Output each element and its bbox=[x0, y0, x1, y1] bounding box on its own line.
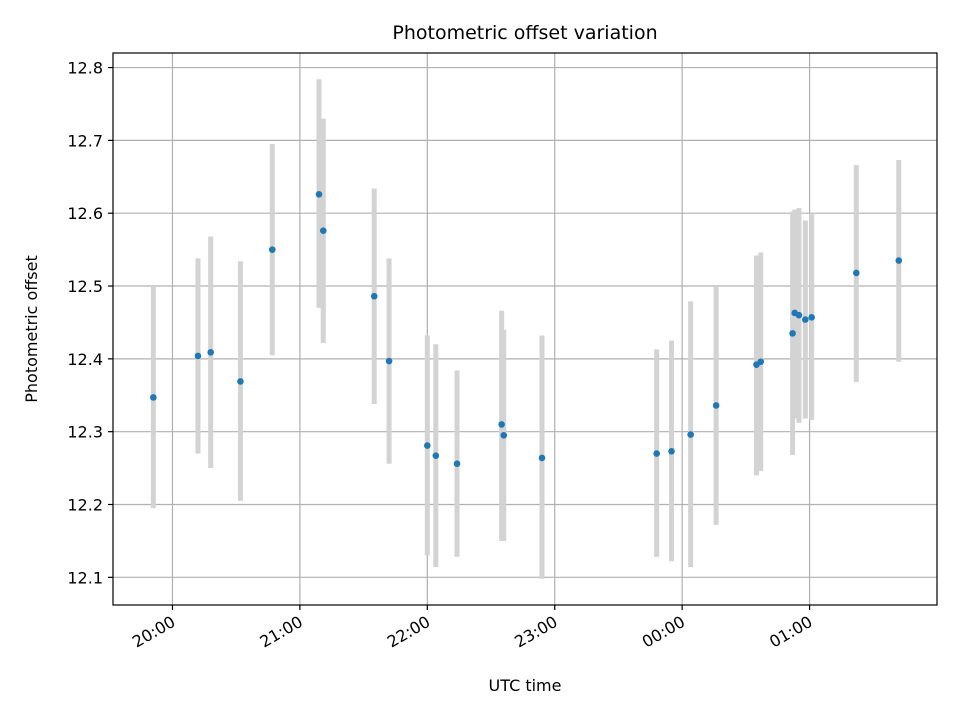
data-point bbox=[795, 311, 803, 319]
y-axis-ticks: 12.1 12.2 12.3 12.4 12.5 12.6 12.7 12.8 bbox=[67, 59, 113, 587]
y-tick-label: 12.6 bbox=[67, 204, 103, 223]
y-tick-label: 12.1 bbox=[67, 568, 103, 587]
y-tick-label: 12.8 bbox=[67, 59, 103, 78]
y-axis-label: Photometric offset bbox=[22, 255, 41, 403]
data-point bbox=[319, 227, 327, 234]
plot-frame bbox=[112, 52, 938, 606]
data-point bbox=[802, 316, 809, 323]
y-tick-label: 12.5 bbox=[67, 277, 103, 296]
data-point bbox=[207, 349, 214, 356]
data-points bbox=[150, 190, 903, 468]
y-tick-label: 12.3 bbox=[67, 423, 103, 442]
data-point bbox=[712, 402, 720, 409]
data-point bbox=[500, 432, 508, 439]
data-point bbox=[432, 452, 440, 460]
data-point bbox=[653, 450, 660, 457]
data-point bbox=[237, 378, 244, 385]
data-point bbox=[385, 357, 393, 365]
data-point bbox=[668, 448, 675, 455]
data-point bbox=[150, 394, 157, 401]
data-point bbox=[895, 257, 903, 264]
data-point bbox=[453, 460, 461, 468]
y-tick-label: 12.7 bbox=[67, 131, 103, 150]
y-tick-label: 12.2 bbox=[67, 496, 103, 515]
data-point bbox=[538, 454, 546, 462]
data-point bbox=[315, 190, 323, 198]
data-point bbox=[789, 330, 796, 337]
data-point bbox=[687, 431, 694, 438]
data-point bbox=[498, 421, 505, 428]
data-point bbox=[370, 292, 378, 300]
chart-title: Photometric offset variation bbox=[392, 22, 657, 44]
data-point bbox=[268, 246, 276, 253]
data-point bbox=[757, 358, 765, 366]
data-point bbox=[852, 269, 860, 277]
data-point bbox=[194, 352, 202, 360]
data-point bbox=[808, 314, 816, 321]
x-axis-label: UTC time bbox=[489, 676, 562, 695]
data-point bbox=[424, 442, 431, 449]
y-tick-label: 12.4 bbox=[67, 350, 103, 369]
